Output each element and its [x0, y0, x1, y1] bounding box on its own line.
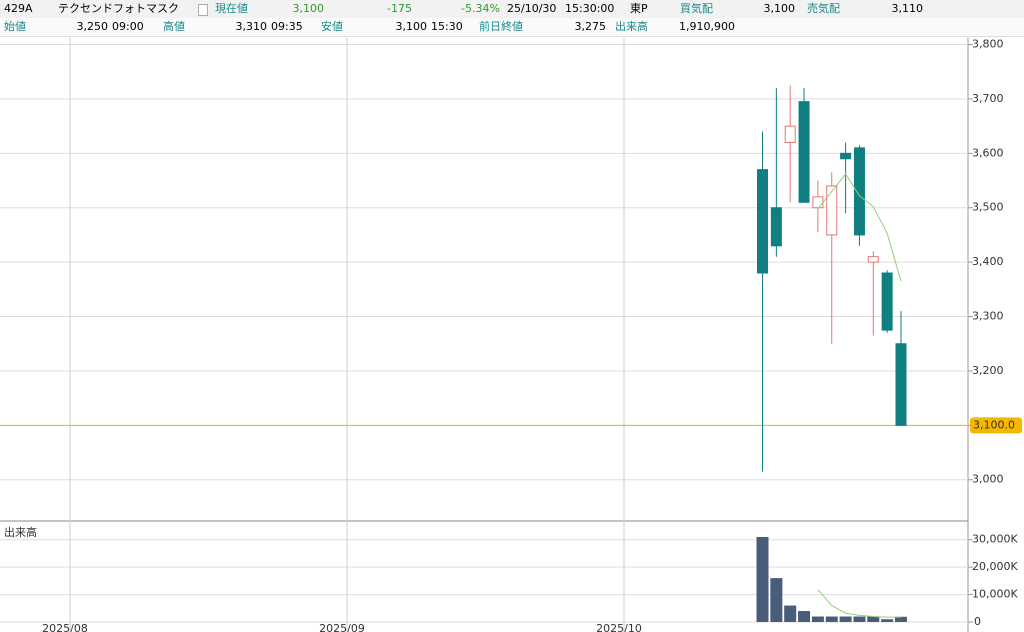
volume-bar — [867, 616, 880, 622]
value: 1,910,900 — [679, 20, 735, 33]
last-price-label: 3,100.0 — [973, 418, 1015, 431]
candle-body — [840, 152, 852, 160]
candle-body — [826, 185, 838, 236]
value: -5.34% — [461, 2, 500, 15]
volume-bar — [881, 619, 894, 622]
volume-bar — [853, 616, 866, 622]
label: 売気配 — [807, 2, 840, 15]
value: 3,275 — [574, 20, 607, 33]
volume-bar — [839, 616, 852, 622]
value: 15:30 — [431, 20, 463, 33]
x-tick-label: 2025/09 — [319, 622, 365, 632]
y-tick-label: 3,800 — [972, 38, 1004, 51]
value: -175 — [387, 2, 412, 15]
volume-bar — [895, 616, 907, 622]
volume-bar — [798, 611, 811, 622]
y-tick-label: 3,000 — [972, 473, 1004, 486]
value: 3,100 — [763, 2, 796, 15]
y-tick-label: 3,200 — [972, 364, 1004, 377]
candle-body — [867, 256, 879, 263]
y-tick-label: 3,500 — [972, 201, 1004, 214]
value: 3,100 — [395, 20, 428, 33]
quote-row: 429A テクセンドフォトマスク 現在値 3,100 -175 -5.34% 2… — [0, 0, 1024, 18]
candle-body — [853, 147, 865, 236]
memo-icon[interactable] — [198, 4, 208, 16]
volume-bar — [756, 536, 769, 622]
y-tick-label: 10,000K — [972, 588, 1018, 601]
value: 25/10/30 — [507, 2, 557, 15]
volume-bar — [784, 605, 797, 622]
value: 3,250 — [76, 20, 109, 33]
value: 3,310 — [235, 20, 268, 33]
volume-title: 出来高 — [4, 525, 37, 539]
volume-bar — [770, 578, 783, 622]
value: 15:30:00 — [565, 2, 615, 15]
y-tick-label: 3,600 — [972, 146, 1004, 159]
moving-average — [817, 173, 902, 282]
y-tick-label: 20,000K — [972, 560, 1018, 573]
last-price-tag — [970, 417, 1022, 434]
y-tick-label: 3,700 — [972, 92, 1004, 105]
label: 出来高 — [615, 20, 648, 33]
candle-body — [757, 169, 768, 274]
candle-body — [784, 125, 796, 143]
plot-bg — [0, 37, 1024, 632]
code: 429A — [4, 2, 33, 15]
value: 09:35 — [271, 20, 303, 33]
x-tick-label: 2025/08 — [42, 622, 88, 632]
candle-body — [895, 343, 907, 426]
name: テクセンドフォトマスク — [58, 2, 179, 15]
volume-bar — [811, 616, 824, 622]
candle-body — [798, 101, 810, 203]
candle-body — [770, 207, 782, 247]
label: 現在値 — [215, 2, 248, 15]
candle-body — [812, 196, 824, 209]
label: 安値 — [321, 20, 343, 33]
candle-body — [881, 272, 893, 331]
label: 前日終値 — [479, 20, 523, 33]
y-tick-label: 30,000K — [972, 533, 1018, 546]
y-tick-label: 3,300 — [972, 310, 1004, 323]
volume-moving-average — [817, 589, 902, 618]
value: 3,110 — [891, 2, 924, 15]
y-tick-label: 0 — [974, 615, 981, 628]
label: 高値 — [163, 20, 185, 33]
value: 東P — [630, 2, 648, 15]
label: 買気配 — [680, 2, 713, 15]
value: 09:00 — [112, 20, 144, 33]
value: 3,100 — [292, 2, 325, 15]
volume-bar — [825, 616, 838, 622]
y-tick-label: 3,400 — [972, 255, 1004, 268]
label: 始値 — [4, 20, 26, 33]
x-tick-label: 2025/10 — [596, 622, 642, 632]
ohlc-row: 始値 3,250 09:00 高値 3,310 09:35 安値 3,100 1… — [0, 18, 1024, 37]
